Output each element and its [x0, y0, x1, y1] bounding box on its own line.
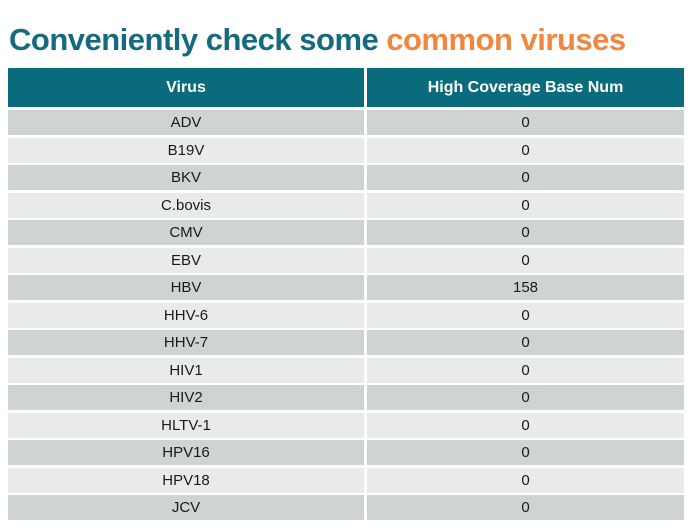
- column-header-virus: Virus: [8, 68, 364, 107]
- table-row: JCV 0: [8, 495, 684, 520]
- table-row: B19V 0: [8, 137, 684, 163]
- coverage-value-cell: 0: [367, 357, 684, 383]
- virus-name-cell: HIV1: [8, 357, 364, 383]
- table-row: CMV 0: [8, 220, 684, 245]
- page-title-prefix: Conveniently check some: [9, 21, 379, 57]
- virus-name-cell: HPV18: [8, 467, 364, 493]
- table-body: ADV 0 B19V 0 BKV 0 C.bovis 0 CMV 0 EBV 0…: [8, 110, 684, 520]
- coverage-value-cell: 0: [367, 165, 684, 190]
- virus-name-cell: ADV: [8, 110, 364, 135]
- coverage-value-cell: 0: [367, 110, 684, 135]
- coverage-value-cell: 0: [367, 385, 684, 410]
- virus-name-cell: C.bovis: [8, 192, 364, 218]
- table-row: HHV-6 0: [8, 302, 684, 328]
- coverage-value-cell: 0: [367, 192, 684, 218]
- virus-name-cell: BKV: [8, 165, 364, 190]
- table-row: HBV 158: [8, 275, 684, 300]
- coverage-value-cell: 0: [367, 440, 684, 465]
- virus-table: Virus High Coverage Base Num ADV 0 B19V …: [8, 68, 684, 520]
- virus-name-cell: JCV: [8, 495, 364, 520]
- virus-name-cell: HIV2: [8, 385, 364, 410]
- coverage-value-cell: 0: [367, 137, 684, 163]
- table-row: EBV 0: [8, 247, 684, 273]
- coverage-value-cell: 0: [367, 412, 684, 438]
- table-row: HIV2 0: [8, 385, 684, 410]
- table-header-row: Virus High Coverage Base Num: [8, 68, 684, 107]
- virus-name-cell: HHV-6: [8, 302, 364, 328]
- virus-name-cell: HLTV-1: [8, 412, 364, 438]
- coverage-value-cell: 0: [367, 220, 684, 245]
- virus-name-cell: CMV: [8, 220, 364, 245]
- table-row: HHV-7 0: [8, 330, 684, 355]
- coverage-value-cell: 0: [367, 302, 684, 328]
- table-row: HPV16 0: [8, 440, 684, 465]
- coverage-value-cell: 158: [367, 275, 684, 300]
- virus-name-cell: EBV: [8, 247, 364, 273]
- virus-name-cell: HHV-7: [8, 330, 364, 355]
- page-title: Conveniently check some common viruses: [9, 22, 626, 58]
- page-title-highlight: common viruses: [386, 21, 626, 57]
- table-row: ADV 0: [8, 110, 684, 135]
- table-row: HIV1 0: [8, 357, 684, 383]
- table-row: HLTV-1 0: [8, 412, 684, 438]
- virus-name-cell: HPV16: [8, 440, 364, 465]
- coverage-value-cell: 0: [367, 247, 684, 273]
- table-row: BKV 0: [8, 165, 684, 190]
- table-row: C.bovis 0: [8, 192, 684, 218]
- coverage-value-cell: 0: [367, 330, 684, 355]
- virus-name-cell: B19V: [8, 137, 364, 163]
- virus-name-cell: HBV: [8, 275, 364, 300]
- column-header-high-coverage-base-num: High Coverage Base Num: [367, 68, 684, 107]
- coverage-value-cell: 0: [367, 467, 684, 493]
- coverage-value-cell: 0: [367, 495, 684, 520]
- table-row: HPV18 0: [8, 467, 684, 493]
